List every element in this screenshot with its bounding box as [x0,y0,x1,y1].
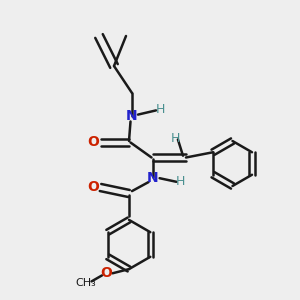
Text: CH₃: CH₃ [75,278,96,288]
Text: N: N [147,172,159,185]
Text: H: H [156,103,165,116]
Text: H: H [175,175,185,188]
Text: O: O [87,180,99,194]
Text: N: N [126,109,138,122]
Text: O: O [100,266,112,280]
Text: O: O [87,135,99,149]
Text: H: H [171,131,180,145]
